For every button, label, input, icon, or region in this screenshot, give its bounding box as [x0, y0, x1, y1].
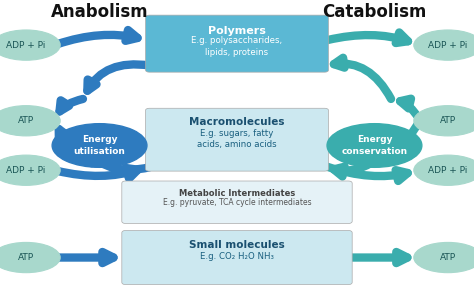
Ellipse shape	[414, 242, 474, 273]
FancyBboxPatch shape	[122, 181, 352, 223]
Text: E.g. CO₂ H₂O NH₃: E.g. CO₂ H₂O NH₃	[200, 252, 274, 261]
Ellipse shape	[414, 30, 474, 60]
Text: ADP + Pi: ADP + Pi	[6, 41, 46, 49]
Ellipse shape	[0, 155, 60, 185]
Text: ATP: ATP	[440, 253, 456, 262]
Ellipse shape	[52, 124, 147, 167]
Ellipse shape	[327, 124, 422, 167]
Text: Energy
utilisation: Energy utilisation	[73, 135, 126, 156]
Ellipse shape	[0, 242, 60, 273]
Text: Macromolecules: Macromolecules	[189, 117, 285, 127]
Ellipse shape	[414, 106, 474, 136]
Ellipse shape	[0, 30, 60, 60]
FancyBboxPatch shape	[146, 15, 328, 72]
Text: Anabolism: Anabolism	[51, 3, 148, 21]
Ellipse shape	[414, 155, 474, 185]
Text: Metabolic Intermediates: Metabolic Intermediates	[179, 189, 295, 198]
Text: E.g. polysaccharides,
lipids, proteins: E.g. polysaccharides, lipids, proteins	[191, 36, 283, 57]
Text: Polymers: Polymers	[208, 26, 266, 36]
Text: E.g. sugars, fatty
acids, amino acids: E.g. sugars, fatty acids, amino acids	[197, 129, 277, 149]
Text: ADP + Pi: ADP + Pi	[428, 41, 468, 49]
FancyBboxPatch shape	[122, 230, 352, 285]
Text: ATP: ATP	[440, 116, 456, 125]
Text: Small molecules: Small molecules	[189, 240, 285, 250]
Text: Energy
conservation: Energy conservation	[341, 135, 408, 156]
Text: Catabolism: Catabolism	[322, 3, 427, 21]
Ellipse shape	[0, 106, 60, 136]
FancyBboxPatch shape	[146, 108, 328, 171]
Text: ADP + Pi: ADP + Pi	[428, 166, 468, 175]
Text: E.g. pyruvate, TCA cycle intermediates: E.g. pyruvate, TCA cycle intermediates	[163, 198, 311, 207]
Text: ATP: ATP	[18, 116, 34, 125]
Text: ATP: ATP	[18, 253, 34, 262]
Text: ADP + Pi: ADP + Pi	[6, 166, 46, 175]
